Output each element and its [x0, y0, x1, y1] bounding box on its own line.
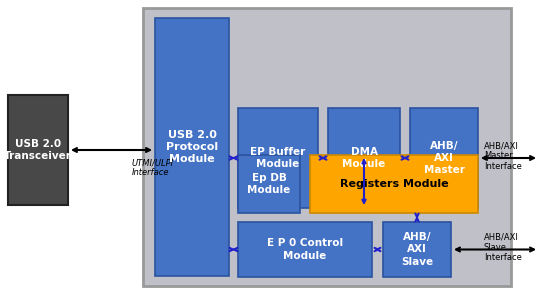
Bar: [8, 95, 68, 205]
Bar: [238, 108, 318, 208]
Bar: [410, 108, 478, 208]
Bar: [238, 222, 372, 277]
Text: Ep DB
Module: Ep DB Module: [248, 173, 290, 195]
Text: USB 2.0
Protocol
Module: USB 2.0 Protocol Module: [166, 129, 218, 164]
Text: AHB/
AXI
Master: AHB/ AXI Master: [424, 141, 465, 176]
Text: E P 0 Control
Module: E P 0 Control Module: [267, 238, 343, 261]
Bar: [383, 222, 451, 277]
Bar: [155, 18, 229, 276]
Bar: [143, 8, 511, 286]
Text: Registers Module: Registers Module: [339, 179, 448, 189]
Text: AHB/
AXI
Slave: AHB/ AXI Slave: [401, 232, 433, 267]
Text: AHB/AXI
Master
Interface: AHB/AXI Master Interface: [484, 141, 522, 171]
Text: AHB/AXI
Slave
Interface: AHB/AXI Slave Interface: [484, 233, 522, 263]
Text: DMA
Module: DMA Module: [342, 147, 386, 169]
Text: UTMI/ULPI
Interface: UTMI/ULPI Interface: [132, 158, 174, 177]
Bar: [328, 108, 400, 208]
Bar: [310, 155, 478, 213]
Text: USB 2.0
Transceiver: USB 2.0 Transceiver: [4, 139, 72, 161]
Bar: [238, 155, 300, 213]
Text: EP Buffer
Module: EP Buffer Module: [250, 147, 306, 169]
